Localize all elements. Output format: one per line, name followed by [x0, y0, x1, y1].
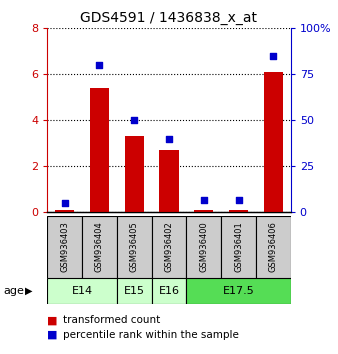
- Point: [97, 62, 102, 68]
- Point: [166, 136, 172, 142]
- Text: transformed count: transformed count: [63, 315, 160, 325]
- Text: age: age: [3, 286, 24, 296]
- Text: E16: E16: [159, 286, 179, 296]
- Bar: [47, 216, 82, 278]
- Bar: [194, 210, 213, 212]
- Bar: [117, 278, 152, 304]
- Bar: [82, 216, 117, 278]
- Bar: [186, 278, 291, 304]
- Point: [236, 197, 241, 202]
- Point: [201, 197, 207, 202]
- Point: [62, 200, 67, 206]
- Text: GSM936404: GSM936404: [95, 222, 104, 272]
- Bar: [264, 72, 283, 212]
- Bar: [186, 216, 221, 278]
- Text: ■: ■: [47, 330, 58, 339]
- Text: percentile rank within the sample: percentile rank within the sample: [63, 330, 238, 339]
- Text: E17.5: E17.5: [223, 286, 255, 296]
- Text: E14: E14: [72, 286, 93, 296]
- Text: GSM936400: GSM936400: [199, 222, 208, 272]
- Text: GSM936401: GSM936401: [234, 222, 243, 272]
- Text: ■: ■: [47, 315, 58, 325]
- Bar: [125, 137, 144, 212]
- Text: GSM936406: GSM936406: [269, 222, 278, 272]
- Bar: [90, 88, 109, 212]
- Point: [271, 53, 276, 59]
- Bar: [152, 216, 186, 278]
- Text: GSM936402: GSM936402: [165, 222, 173, 272]
- Bar: [47, 278, 117, 304]
- Text: E15: E15: [124, 286, 145, 296]
- Bar: [229, 210, 248, 212]
- Title: GDS4591 / 1436838_x_at: GDS4591 / 1436838_x_at: [80, 11, 258, 24]
- Bar: [256, 216, 291, 278]
- Bar: [117, 216, 152, 278]
- Point: [131, 118, 137, 123]
- Text: GSM936403: GSM936403: [60, 222, 69, 272]
- Bar: [221, 216, 256, 278]
- Bar: [55, 210, 74, 212]
- Text: ▶: ▶: [25, 286, 33, 296]
- Bar: [152, 278, 186, 304]
- Bar: [160, 150, 178, 212]
- Text: GSM936405: GSM936405: [130, 222, 139, 272]
